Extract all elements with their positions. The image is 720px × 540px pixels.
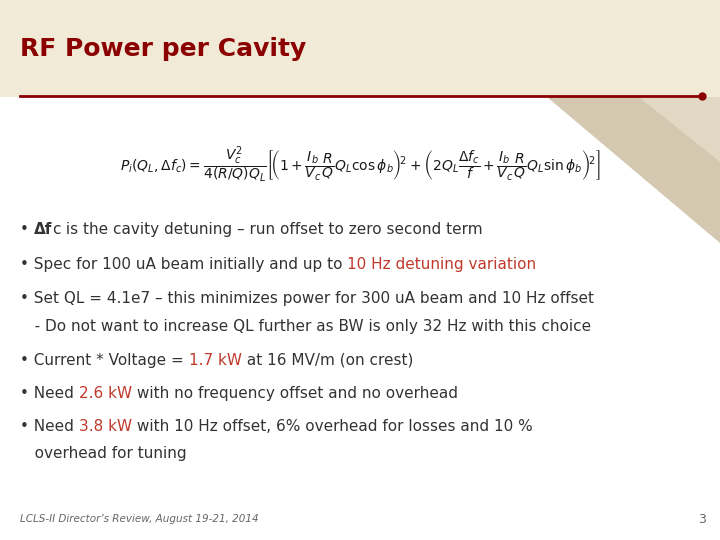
Text: 3: 3 <box>698 513 706 526</box>
Text: c: c <box>52 222 60 237</box>
Polygon shape <box>634 0 720 65</box>
Bar <box>0 0 720 97</box>
Text: 2.6 kW: 2.6 kW <box>78 386 132 401</box>
Text: with no frequency offset and no overhead: with no frequency offset and no overhead <box>132 386 458 401</box>
Text: • Set QL = 4.1e7 – this minimizes power for 300 uA beam and 10 Hz offset: • Set QL = 4.1e7 – this minimizes power … <box>20 291 594 306</box>
Text: with 10 Hz offset, 6% overhead for losses and 10 %: with 10 Hz offset, 6% overhead for losse… <box>132 419 533 434</box>
Text: overhead for tuning: overhead for tuning <box>20 446 186 461</box>
Polygon shape <box>518 0 720 162</box>
Text: 3.8 kW: 3.8 kW <box>78 419 132 434</box>
Text: at 16 MV/m (on crest): at 16 MV/m (on crest) <box>242 353 413 368</box>
Text: - Do not want to increase QL further as BW is only 32 Hz with this choice: - Do not want to increase QL further as … <box>20 319 591 334</box>
Text: LCLS-II Director’s Review, August 19-21, 2014: LCLS-II Director’s Review, August 19-21,… <box>20 515 258 524</box>
Text: 10 Hz detuning variation: 10 Hz detuning variation <box>347 257 536 272</box>
Polygon shape <box>432 0 720 243</box>
Text: is the cavity detuning – run offset to zero second term: is the cavity detuning – run offset to z… <box>60 222 482 237</box>
Text: • Need: • Need <box>20 386 78 401</box>
Text: • Spec for 100 uA beam initially and up to: • Spec for 100 uA beam initially and up … <box>20 257 347 272</box>
Text: • Need: • Need <box>20 419 78 434</box>
Text: $P_i(Q_L,\Delta f_c) = \dfrac{V_c^2}{4(R/Q)Q_L}\left[\!\left(1+\dfrac{I_b}{V_c}\: $P_i(Q_L,\Delta f_c) = \dfrac{V_c^2}{4(R… <box>120 145 600 185</box>
Text: 1.7 kW: 1.7 kW <box>189 353 242 368</box>
Text: RF Power per Cavity: RF Power per Cavity <box>20 37 306 60</box>
Polygon shape <box>590 0 720 97</box>
Text: •: • <box>20 222 34 237</box>
Text: Δf: Δf <box>34 222 52 237</box>
Text: • Current * Voltage =: • Current * Voltage = <box>20 353 189 368</box>
